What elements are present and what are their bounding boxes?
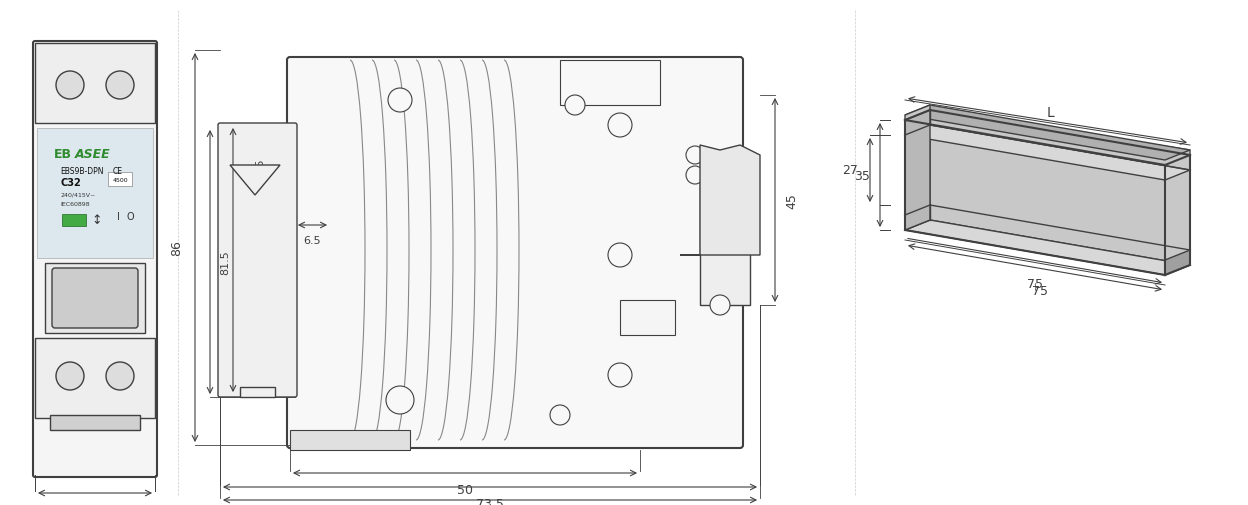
Circle shape bbox=[550, 405, 570, 425]
Text: 35.5: 35.5 bbox=[255, 159, 265, 183]
Polygon shape bbox=[230, 166, 280, 195]
Text: 6.5: 6.5 bbox=[303, 235, 321, 245]
Bar bbox=[35, 338, 155, 418]
Circle shape bbox=[565, 96, 585, 116]
Text: CE: CE bbox=[114, 166, 124, 175]
Text: 27: 27 bbox=[842, 164, 859, 177]
FancyBboxPatch shape bbox=[32, 42, 157, 477]
Bar bbox=[620, 300, 675, 335]
Polygon shape bbox=[905, 111, 930, 231]
Text: ↕: ↕ bbox=[92, 214, 102, 227]
Text: 75: 75 bbox=[1027, 277, 1043, 290]
Text: 35: 35 bbox=[854, 169, 870, 182]
Polygon shape bbox=[930, 111, 1191, 266]
FancyBboxPatch shape bbox=[218, 124, 297, 397]
Text: 4500: 4500 bbox=[112, 177, 127, 182]
Bar bbox=[62, 215, 86, 227]
Bar bbox=[35, 44, 155, 124]
Text: EBS9B-DPN: EBS9B-DPN bbox=[60, 166, 104, 175]
Text: 50: 50 bbox=[457, 483, 473, 496]
Circle shape bbox=[710, 156, 730, 176]
Polygon shape bbox=[1164, 250, 1191, 275]
Circle shape bbox=[686, 147, 704, 165]
Text: O: O bbox=[126, 212, 134, 222]
Circle shape bbox=[56, 72, 84, 100]
Text: C32: C32 bbox=[60, 178, 81, 188]
Text: EB: EB bbox=[54, 147, 72, 160]
Circle shape bbox=[106, 72, 134, 100]
Text: 18: 18 bbox=[87, 503, 102, 505]
Circle shape bbox=[686, 167, 704, 185]
Polygon shape bbox=[680, 146, 760, 256]
Bar bbox=[109, 173, 132, 187]
Circle shape bbox=[608, 363, 631, 387]
Bar bbox=[560, 61, 660, 106]
Polygon shape bbox=[905, 106, 930, 136]
Circle shape bbox=[56, 362, 84, 390]
FancyBboxPatch shape bbox=[287, 58, 743, 448]
Circle shape bbox=[608, 243, 631, 268]
Text: L: L bbox=[1046, 106, 1053, 120]
Circle shape bbox=[388, 89, 412, 113]
Text: 240/415V~: 240/415V~ bbox=[60, 192, 95, 197]
Bar bbox=[240, 387, 275, 397]
Bar bbox=[45, 264, 145, 333]
Text: 75: 75 bbox=[1032, 284, 1048, 297]
Bar bbox=[700, 156, 750, 306]
Text: 73.5: 73.5 bbox=[475, 497, 504, 505]
Polygon shape bbox=[905, 106, 1191, 161]
Polygon shape bbox=[905, 221, 1191, 275]
Text: 81.5: 81.5 bbox=[220, 250, 230, 275]
Text: 45: 45 bbox=[785, 193, 797, 209]
Text: IEC60898: IEC60898 bbox=[60, 202, 90, 207]
FancyBboxPatch shape bbox=[52, 269, 139, 328]
Bar bbox=[50, 415, 140, 430]
Polygon shape bbox=[905, 126, 1191, 181]
Circle shape bbox=[386, 386, 414, 414]
Circle shape bbox=[106, 362, 134, 390]
Text: 86: 86 bbox=[170, 240, 183, 256]
Text: I: I bbox=[116, 212, 120, 222]
Bar bbox=[290, 430, 411, 450]
Circle shape bbox=[608, 114, 631, 138]
Polygon shape bbox=[905, 206, 930, 231]
Text: ASEE: ASEE bbox=[75, 147, 111, 160]
Bar bbox=[37, 129, 154, 259]
Circle shape bbox=[710, 295, 730, 316]
